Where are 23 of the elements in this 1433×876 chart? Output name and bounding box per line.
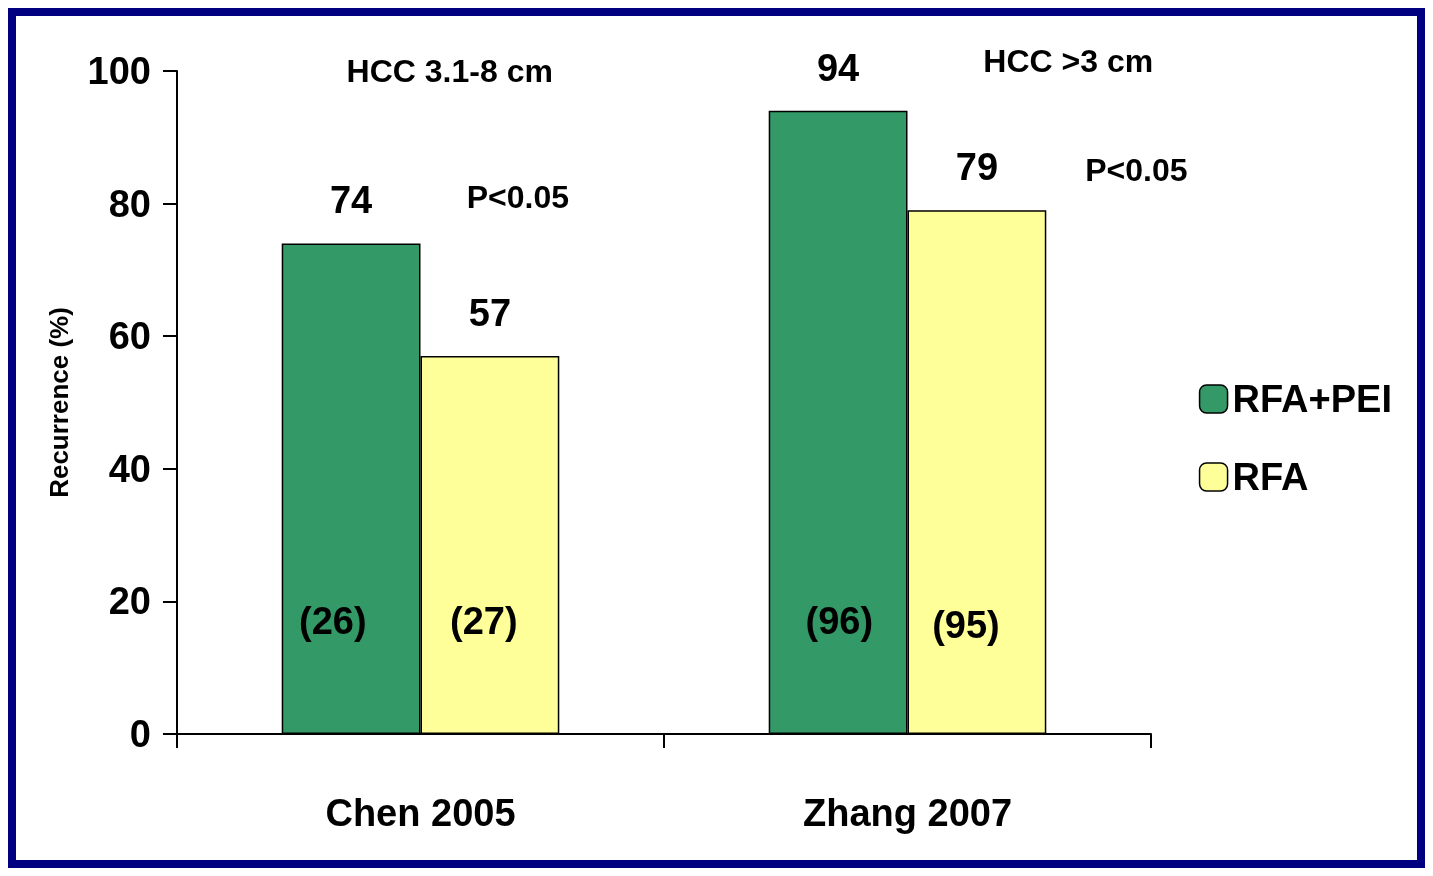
annotation: P<0.05 bbox=[466, 178, 570, 215]
annotation: (26) bbox=[299, 600, 367, 643]
data-label: 74 bbox=[329, 179, 373, 222]
x-tick-label: Chen 2005 bbox=[325, 792, 516, 834]
x-tick-label: Zhang 2007 bbox=[802, 792, 1013, 834]
legend-label: RFA+PEI bbox=[1232, 378, 1393, 420]
y-tick-label: 0 bbox=[129, 713, 151, 755]
annotation: (96) bbox=[805, 600, 874, 643]
y-tick-label: 100 bbox=[87, 50, 151, 92]
data-label: 57 bbox=[468, 292, 512, 335]
y-axis-title: Recurrence (%) bbox=[44, 307, 74, 498]
y-tick-label: 40 bbox=[108, 447, 151, 490]
data-label: 79 bbox=[955, 146, 999, 189]
data-label: 94 bbox=[816, 46, 860, 89]
annotation: HCC >3 cm bbox=[983, 43, 1154, 80]
annotation: P<0.05 bbox=[1085, 152, 1188, 189]
y-tick-label: 20 bbox=[108, 580, 151, 623]
annotation: HCC 3.1-8 cm bbox=[346, 53, 553, 89]
y-tick-label: 80 bbox=[108, 182, 151, 225]
legend-label: RFA bbox=[1232, 456, 1309, 498]
annotation: (27) bbox=[450, 600, 518, 643]
y-tick-label: 60 bbox=[108, 315, 151, 358]
annotation: (95) bbox=[932, 603, 1000, 646]
